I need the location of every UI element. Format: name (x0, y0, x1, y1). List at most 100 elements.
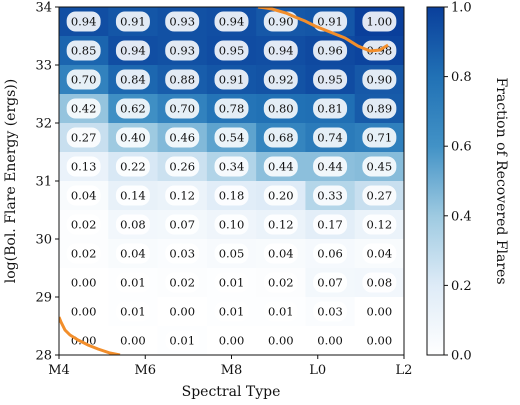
colorbar-tick-label: 0.8 (451, 70, 472, 85)
cell-label-background (115, 156, 150, 177)
cell-label-background (263, 127, 298, 148)
cell-label-background (263, 40, 298, 61)
cell-value-label: 0.00 (317, 334, 343, 348)
cell-label-background (214, 156, 249, 177)
cell-label-background (214, 40, 249, 61)
y-axis: 28 29 30 31 32 33 34 (35, 1, 59, 364)
y-tick-label: 28 (35, 349, 52, 364)
cell-value-label: 0.74 (317, 131, 343, 145)
cell-value-label: 0.14 (120, 189, 146, 203)
cell-label-background (214, 11, 249, 32)
cell-label-background (66, 98, 101, 119)
cell-label-background (214, 243, 249, 264)
cell-label-background (66, 127, 101, 148)
cell-value-label: 0.12 (367, 218, 393, 232)
cell-value-label: 0.94 (219, 15, 245, 29)
cell-label-background (362, 272, 397, 293)
cell-label-background (362, 301, 397, 322)
colorbar: 0.0 0.2 0.4 0.6 0.8 1.0 Fraction of Recovered… (426, 1, 509, 364)
cell-label-background (313, 330, 348, 351)
cell-value-label: 0.08 (120, 218, 146, 232)
cell-value-label: 0.62 (120, 102, 146, 116)
cell-label-background (313, 11, 348, 32)
cell-value-label: 0.00 (219, 334, 245, 348)
cell-value-label: 0.90 (268, 15, 294, 29)
cell-label-background (165, 330, 200, 351)
cell-value-label: 0.12 (169, 189, 195, 203)
y-axis-label: log(Bol. Flare Energy (ergs)) (3, 79, 19, 283)
y-tick-label: 29 (35, 291, 52, 306)
cell-label-background (313, 214, 348, 235)
cell-label-background (165, 127, 200, 148)
cell-value-label: 0.91 (120, 15, 146, 29)
cell-value-label: 0.04 (268, 247, 294, 261)
cell-value-label: 0.91 (219, 73, 245, 87)
cell-value-label: 0.02 (268, 276, 294, 290)
x-tick-label: L2 (396, 363, 413, 378)
cell-value-label: 0.85 (71, 44, 97, 58)
cell-value-label: 0.88 (169, 73, 195, 87)
cell-value-label: 0.00 (169, 305, 195, 319)
cell-value-label: 0.04 (120, 247, 146, 261)
cell-value-label: 0.42 (71, 102, 97, 116)
cell-value-label: 0.95 (219, 44, 245, 58)
cell-value-label: 0.01 (268, 305, 294, 319)
cell-label-background (115, 330, 150, 351)
cell-value-label: 0.13 (71, 160, 97, 174)
cell-value-label: 0.12 (268, 218, 294, 232)
cell-value-label: 0.44 (268, 160, 294, 174)
cell-label-background (115, 301, 150, 322)
cell-value-label: 0.71 (367, 131, 393, 145)
cell-value-label: 0.94 (120, 44, 146, 58)
cell-value-label: 0.06 (317, 247, 343, 261)
cell-label-background (362, 156, 397, 177)
cell-value-label: 0.80 (268, 102, 294, 116)
cell-label-background (263, 98, 298, 119)
cell-value-label: 0.01 (169, 334, 195, 348)
cell-label-background (66, 301, 101, 322)
colorbar-tick-label: 0.6 (451, 140, 472, 155)
cell-label-background (313, 98, 348, 119)
y-tick-label: 33 (35, 59, 52, 74)
cell-label-background (115, 127, 150, 148)
cell-value-label: 0.02 (169, 276, 195, 290)
cell-label-background (263, 272, 298, 293)
cell-label-background (263, 185, 298, 206)
cell-value-label: 0.08 (367, 276, 393, 290)
cell-label-background (362, 214, 397, 235)
cell-label-background (115, 98, 150, 119)
cell-value-label: 0.18 (219, 189, 245, 203)
cell-value-label: 0.96 (317, 44, 343, 58)
cell-label-background (165, 98, 200, 119)
cell-label-background (115, 243, 150, 264)
cell-label-background (313, 127, 348, 148)
orange-curve-top (257, 7, 389, 53)
y-tick-label: 34 (35, 1, 52, 16)
cell-value-label: 0.44 (317, 160, 343, 174)
cell-value-label: 0.22 (120, 160, 146, 174)
orange-curve-bottom (59, 316, 121, 355)
colorbar-tick-label: 1.0 (451, 1, 472, 16)
cell-label-background (263, 301, 298, 322)
cell-value-label: 0.54 (219, 131, 245, 145)
colorbar-gradient (426, 6, 445, 356)
cell-value-label: 0.05 (219, 247, 245, 261)
cell-value-label: 0.81 (317, 102, 343, 116)
x-tick-label: M6 (134, 363, 156, 378)
cell-label-background (214, 330, 249, 351)
cell-label-background (165, 40, 200, 61)
cell-value-label: 0.68 (268, 131, 294, 145)
cell-value-label: 0.89 (367, 102, 393, 116)
heatmap-cells (59, 7, 404, 355)
x-tick-label: M8 (221, 363, 243, 378)
cell-label-background (263, 243, 298, 264)
cell-value-label: 0.95 (317, 73, 343, 87)
cell-label-background (214, 272, 249, 293)
cell-value-label: 0.26 (169, 160, 195, 174)
x-tick-label: M4 (48, 363, 70, 378)
cell-value-label: 0.03 (169, 247, 195, 261)
cell-label-background (313, 69, 348, 90)
cell-label-background (66, 156, 101, 177)
cell-label-background (214, 127, 249, 148)
